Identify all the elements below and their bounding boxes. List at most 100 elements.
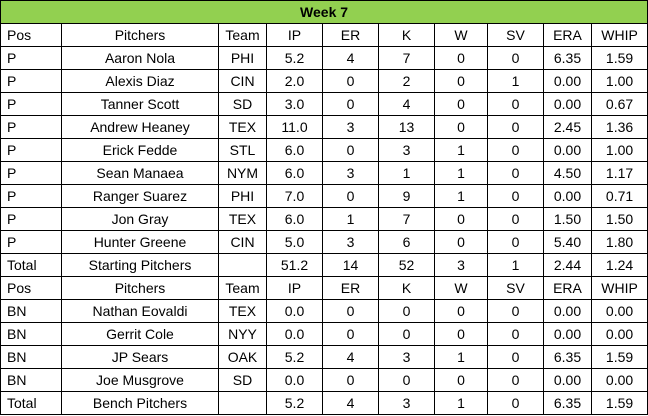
sv-cell: 1 bbox=[487, 69, 544, 93]
team-cell: Team bbox=[218, 23, 267, 47]
sv-cell: 0 bbox=[487, 207, 544, 231]
pitcher-cell: Tanner Scott bbox=[61, 92, 219, 116]
team-cell: OAK bbox=[218, 345, 267, 369]
pos-cell: P bbox=[0, 184, 62, 208]
pitcher-cell: Alexis Diaz bbox=[61, 69, 219, 93]
pitcher-cell: Gerrit Cole bbox=[61, 322, 219, 346]
team-cell: PHI bbox=[218, 46, 267, 70]
team-cell: PHI bbox=[218, 184, 267, 208]
pitcher-cell: Andrew Heaney bbox=[61, 115, 219, 139]
k-cell: 6 bbox=[378, 230, 435, 254]
team-cell: SD bbox=[218, 92, 267, 116]
pos-cell: P bbox=[0, 138, 62, 162]
ip-cell: IP bbox=[266, 23, 323, 47]
pitcher-cell: Erick Fedde bbox=[61, 138, 219, 162]
pitcher-cell: Pitchers bbox=[61, 23, 219, 47]
er-cell: 4 bbox=[322, 46, 379, 70]
w-cell: 1 bbox=[434, 345, 488, 369]
w-cell: 0 bbox=[434, 115, 488, 139]
pos-cell: P bbox=[0, 230, 62, 254]
er-cell: 0 bbox=[322, 322, 379, 346]
ip-cell: 6.0 bbox=[266, 207, 323, 231]
starting-total-row: Total Starting Pitchers 51.2 14 52 3 1 2.44 1.24 bbox=[0, 253, 648, 277]
whip-cell: 1.17 bbox=[590, 161, 648, 185]
er-cell: ER bbox=[322, 23, 379, 47]
k-cell: 2 bbox=[378, 69, 435, 93]
era-cell: 0.00 bbox=[543, 138, 592, 162]
w-cell: 1 bbox=[434, 391, 488, 415]
er-cell: 3 bbox=[322, 115, 379, 139]
k-cell: 3 bbox=[378, 345, 435, 369]
k-cell: 1 bbox=[378, 161, 435, 185]
ip-cell: 7.0 bbox=[266, 184, 323, 208]
pos-cell: BN bbox=[0, 322, 62, 346]
whip-cell: 1.59 bbox=[590, 345, 648, 369]
w-cell: W bbox=[434, 23, 488, 47]
whip-cell: 0.00 bbox=[590, 299, 648, 323]
team-cell bbox=[218, 253, 267, 277]
ip-cell: 5.0 bbox=[266, 230, 323, 254]
team-cell: NYY bbox=[218, 322, 267, 346]
ip-cell: 2.0 bbox=[266, 69, 323, 93]
pitcher-cell: Starting Pitchers bbox=[61, 253, 219, 277]
ip-cell: 5.2 bbox=[266, 391, 323, 415]
team-cell: NYM bbox=[218, 161, 267, 185]
bench-pitcher-row: BN Nathan Eovaldi TEX 0.0 0 0 0 0 0.00 0.00 bbox=[0, 299, 648, 323]
er-cell: 0 bbox=[322, 299, 379, 323]
w-cell: W bbox=[434, 276, 488, 300]
sv-cell: SV bbox=[487, 23, 544, 47]
bench-pitcher-row: BN JP Sears OAK 5.2 4 3 1 0 6.35 1.59 bbox=[0, 345, 648, 369]
era-cell: 2.45 bbox=[543, 115, 592, 139]
w-cell: 3 bbox=[434, 253, 488, 277]
team-cell: TEX bbox=[218, 115, 267, 139]
sv-cell: 0 bbox=[487, 46, 544, 70]
whip-cell: 1.00 bbox=[590, 138, 648, 162]
whip-cell: 1.24 bbox=[590, 253, 648, 277]
sv-cell: 0 bbox=[487, 230, 544, 254]
bench-header-row: Pos Pitchers Team IP ER K W SV ERA WHIP bbox=[0, 276, 648, 300]
w-cell: 1 bbox=[434, 184, 488, 208]
sv-cell: 1 bbox=[487, 253, 544, 277]
whip-cell: 1.00 bbox=[590, 69, 648, 93]
ip-cell: 0.0 bbox=[266, 299, 323, 323]
k-cell: 9 bbox=[378, 184, 435, 208]
sv-cell: 0 bbox=[487, 184, 544, 208]
pos-cell: P bbox=[0, 92, 62, 116]
ip-cell: 5.2 bbox=[266, 46, 323, 70]
w-cell: 1 bbox=[434, 161, 488, 185]
sv-cell: 0 bbox=[487, 322, 544, 346]
whip-cell: 1.50 bbox=[590, 207, 648, 231]
era-cell: 0.00 bbox=[543, 299, 592, 323]
era-cell: ERA bbox=[543, 23, 592, 47]
whip-cell: 1.59 bbox=[590, 46, 648, 70]
pitcher-cell: JP Sears bbox=[61, 345, 219, 369]
starting-pitcher-row: P Jon Gray TEX 6.0 1 7 0 0 1.50 1.50 bbox=[0, 207, 648, 231]
w-cell: 0 bbox=[434, 46, 488, 70]
pitcher-cell: Ranger Suarez bbox=[61, 184, 219, 208]
w-cell: 0 bbox=[434, 69, 488, 93]
sv-cell: 0 bbox=[487, 345, 544, 369]
pos-cell: Total bbox=[0, 391, 62, 415]
team-cell: SD bbox=[218, 368, 267, 392]
bench-pitcher-row: BN Joe Musgrove SD 0.0 0 0 0 0 0.00 0.00 bbox=[0, 368, 648, 392]
pitcher-cell: Sean Manaea bbox=[61, 161, 219, 185]
er-cell: 14 bbox=[322, 253, 379, 277]
era-cell: 5.40 bbox=[543, 230, 592, 254]
whip-cell: 0.67 bbox=[590, 92, 648, 116]
pos-cell: BN bbox=[0, 368, 62, 392]
sv-cell: 0 bbox=[487, 161, 544, 185]
er-cell: ER bbox=[322, 276, 379, 300]
pos-cell: P bbox=[0, 161, 62, 185]
ip-cell: 3.0 bbox=[266, 92, 323, 116]
k-cell: 13 bbox=[378, 115, 435, 139]
sv-cell: 0 bbox=[487, 115, 544, 139]
er-cell: 0 bbox=[322, 69, 379, 93]
team-cell: CIN bbox=[218, 69, 267, 93]
pitcher-cell: Joe Musgrove bbox=[61, 368, 219, 392]
er-cell: 4 bbox=[322, 345, 379, 369]
era-cell: 0.00 bbox=[543, 69, 592, 93]
team-cell bbox=[218, 391, 267, 415]
k-cell: 7 bbox=[378, 46, 435, 70]
k-cell: 0 bbox=[378, 299, 435, 323]
